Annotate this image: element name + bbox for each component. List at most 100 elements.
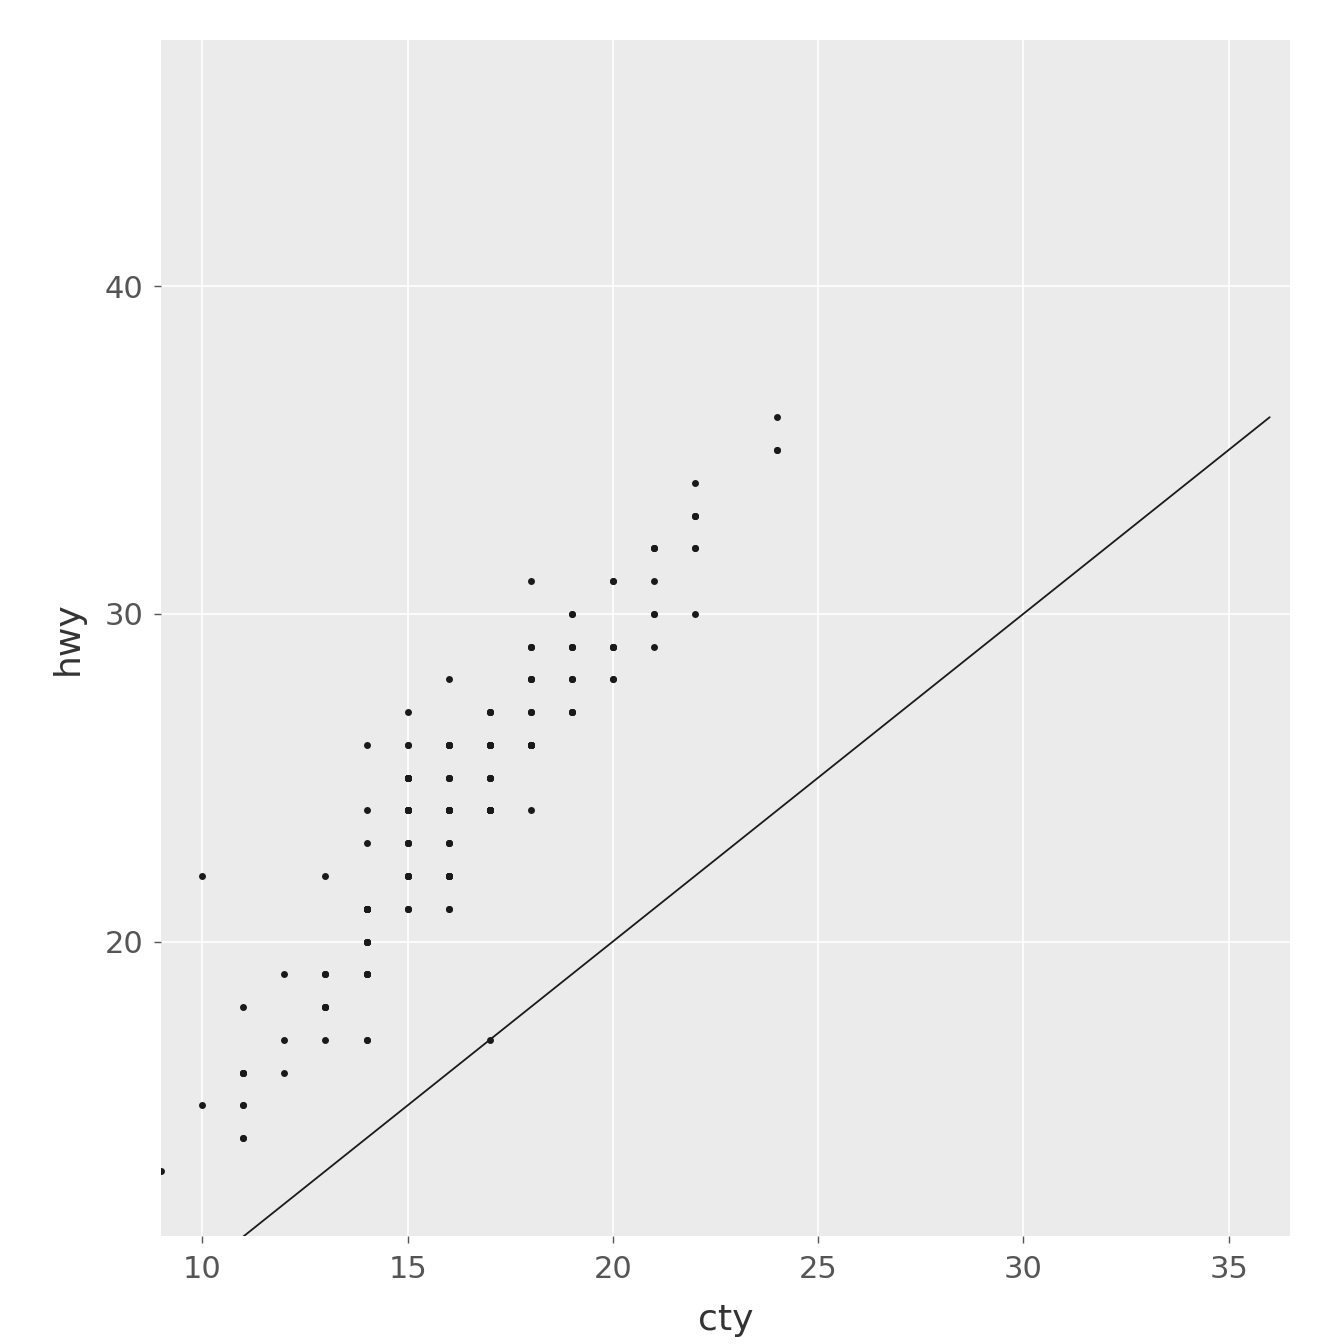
- Point: [438, 668, 460, 689]
- Point: [766, 439, 788, 461]
- Point: [478, 734, 500, 755]
- Point: [478, 767, 500, 789]
- Y-axis label: hwy: hwy: [51, 602, 85, 675]
- Point: [520, 668, 542, 689]
- Point: [314, 964, 336, 985]
- Point: [396, 832, 418, 853]
- Point: [438, 866, 460, 887]
- Point: [356, 898, 378, 919]
- Point: [192, 866, 214, 887]
- Point: [356, 898, 378, 919]
- Point: [356, 832, 378, 853]
- Point: [438, 767, 460, 789]
- Point: [396, 767, 418, 789]
- Point: [766, 406, 788, 427]
- Point: [356, 898, 378, 919]
- Point: [478, 800, 500, 821]
- Point: [233, 996, 254, 1017]
- Point: [356, 964, 378, 985]
- Point: [478, 734, 500, 755]
- Point: [560, 603, 582, 625]
- Point: [356, 1030, 378, 1051]
- Point: [356, 931, 378, 953]
- Point: [560, 702, 582, 723]
- Point: [684, 505, 706, 527]
- Point: [314, 996, 336, 1017]
- Point: [438, 866, 460, 887]
- Point: [396, 800, 418, 821]
- Point: [356, 898, 378, 919]
- Point: [314, 996, 336, 1017]
- Point: [396, 832, 418, 853]
- Point: [233, 1062, 254, 1083]
- Point: [478, 734, 500, 755]
- Point: [356, 898, 378, 919]
- Point: [396, 866, 418, 887]
- Point: [644, 538, 665, 559]
- Point: [356, 898, 378, 919]
- Point: [396, 800, 418, 821]
- Point: [478, 734, 500, 755]
- Point: [356, 898, 378, 919]
- Point: [520, 668, 542, 689]
- Point: [356, 898, 378, 919]
- Point: [560, 668, 582, 689]
- X-axis label: cty: cty: [698, 1302, 754, 1337]
- Point: [356, 898, 378, 919]
- Point: [396, 866, 418, 887]
- Point: [644, 603, 665, 625]
- Point: [766, 439, 788, 461]
- Point: [560, 668, 582, 689]
- Point: [396, 898, 418, 919]
- Point: [478, 800, 500, 821]
- Point: [356, 898, 378, 919]
- Point: [684, 472, 706, 493]
- Point: [478, 767, 500, 789]
- Point: [356, 898, 378, 919]
- Point: [314, 996, 336, 1017]
- Point: [478, 702, 500, 723]
- Point: [438, 800, 460, 821]
- Point: [684, 505, 706, 527]
- Point: [520, 800, 542, 821]
- Point: [520, 734, 542, 755]
- Point: [274, 964, 296, 985]
- Point: [396, 866, 418, 887]
- Point: [520, 734, 542, 755]
- Point: [438, 767, 460, 789]
- Point: [438, 734, 460, 755]
- Point: [274, 1062, 296, 1083]
- Point: [478, 767, 500, 789]
- Point: [684, 538, 706, 559]
- Point: [396, 866, 418, 887]
- Point: [644, 636, 665, 657]
- Point: [478, 800, 500, 821]
- Point: [438, 800, 460, 821]
- Point: [438, 898, 460, 919]
- Point: [438, 866, 460, 887]
- Point: [396, 866, 418, 887]
- Point: [560, 636, 582, 657]
- Point: [356, 734, 378, 755]
- Point: [396, 832, 418, 853]
- Point: [356, 931, 378, 953]
- Point: [438, 800, 460, 821]
- Point: [233, 1128, 254, 1149]
- Point: [644, 603, 665, 625]
- Point: [684, 505, 706, 527]
- Point: [478, 800, 500, 821]
- Point: [520, 636, 542, 657]
- Point: [478, 702, 500, 723]
- Point: [438, 734, 460, 755]
- Point: [520, 734, 542, 755]
- Point: [356, 964, 378, 985]
- Point: [438, 734, 460, 755]
- Point: [233, 1062, 254, 1083]
- Point: [478, 734, 500, 755]
- Point: [560, 603, 582, 625]
- Point: [396, 800, 418, 821]
- Point: [396, 800, 418, 821]
- Point: [314, 964, 336, 985]
- Point: [478, 702, 500, 723]
- Point: [478, 734, 500, 755]
